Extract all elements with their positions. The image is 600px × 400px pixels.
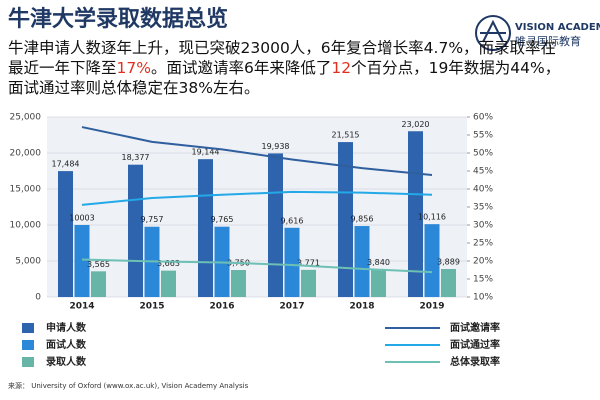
y-tick-label: 20,000 xyxy=(10,149,42,159)
bar-value-label: 9,616 xyxy=(281,216,304,225)
y2-tick-label: 30% xyxy=(473,221,493,231)
bar-value-label: 9,856 xyxy=(351,215,374,224)
source-note: 来源： University of Oxford (www.ox.ac.uk),… xyxy=(8,381,249,390)
legend-label: 录取人数 xyxy=(46,355,87,368)
x-tick-label: 2015 xyxy=(139,302,164,312)
logo: VISION ACADEMY 唯寻国际教育 xyxy=(475,15,600,51)
legend-label: 面试邀请率 xyxy=(450,321,500,334)
bar xyxy=(284,227,300,297)
logo-name: VISION ACADEMY xyxy=(515,22,600,33)
y2-tick-label: 50% xyxy=(473,149,493,159)
y2-tick-label: 20% xyxy=(473,257,493,267)
rate-line xyxy=(81,190,433,206)
paragraph-run: 个百分点，19年数据为44%，面试通过率则总体稳定在38%左右。 xyxy=(8,59,561,97)
y2-tick-label: 35% xyxy=(473,203,493,213)
y2-tick-label: 60% xyxy=(473,113,493,123)
bar-value-label: 19,144 xyxy=(192,148,220,157)
y2-tick-label: 40% xyxy=(473,185,493,195)
bar xyxy=(371,269,386,297)
bar-value-label: 3,889 xyxy=(437,257,460,266)
legend-label: 总体录取率 xyxy=(450,355,500,368)
bar xyxy=(58,171,73,297)
rate-line xyxy=(81,258,433,274)
y-tick-label: 0 xyxy=(35,293,41,303)
bar xyxy=(231,270,246,297)
bar xyxy=(424,224,440,297)
x-tick-label: 2019 xyxy=(419,302,444,312)
y-tick-label: 10,000 xyxy=(10,221,42,231)
bar xyxy=(268,153,283,297)
y2-tick-label: 25% xyxy=(473,239,493,249)
x-tick-label: 2014 xyxy=(69,302,94,312)
bar xyxy=(161,270,176,297)
bar xyxy=(301,269,316,297)
bar xyxy=(338,142,353,297)
logo-glyph xyxy=(480,19,506,43)
summary-paragraph: 牛津申请人数逐年上升，现已突破23000人，6年复合增长率4.7%，而录取率在最… xyxy=(8,38,568,98)
bar xyxy=(198,159,213,297)
bar-value-label: 10003 xyxy=(69,213,94,222)
bar xyxy=(128,164,143,297)
x-tick-label: 2017 xyxy=(279,302,304,312)
y2-tick-label: 55% xyxy=(473,131,493,141)
bar-value-label: 18,377 xyxy=(122,153,150,162)
y-tick-label: 15,000 xyxy=(10,185,42,195)
paragraph-run: 12 xyxy=(331,59,352,77)
bar-value-label: 9,757 xyxy=(141,215,164,224)
y2-tick-label: 15% xyxy=(473,275,493,285)
bar xyxy=(441,268,456,297)
bar-value-label: 9,765 xyxy=(211,215,234,224)
bar-value-label: 3,840 xyxy=(367,258,390,267)
legend-label: 申请人数 xyxy=(46,321,87,334)
rate-line xyxy=(81,126,433,176)
legend-swatch xyxy=(22,340,34,350)
paragraph-run: 。面试邀请率6年来降低了 xyxy=(150,59,332,77)
legend-swatch xyxy=(22,357,34,367)
plot-area xyxy=(47,117,467,297)
bar-value-label: 23,020 xyxy=(402,120,430,129)
paragraph-run: 17% xyxy=(116,59,151,77)
x-tick-label: 2018 xyxy=(349,302,374,312)
y-tick-label: 5,000 xyxy=(15,257,41,267)
logo-subtitle: 唯寻国际教育 xyxy=(515,34,581,48)
bar-value-label: 3,663 xyxy=(157,259,180,268)
bar-value-label: 17,484 xyxy=(52,160,80,169)
bar-value-label: 10,116 xyxy=(418,213,446,222)
bar-value-label: 19,938 xyxy=(262,142,290,151)
logo-icon xyxy=(475,15,511,51)
legend-label: 面试通过率 xyxy=(450,338,500,351)
y2-tick-label: 10% xyxy=(473,293,493,303)
y-tick-label: 25,000 xyxy=(10,113,42,123)
paragraph-run: 牛津申请人数逐年上升，现已突破23000人，6年复合增长率4.7%，而录取率在最… xyxy=(8,39,557,77)
bar xyxy=(354,226,370,297)
bar xyxy=(74,224,90,297)
bar xyxy=(91,271,106,297)
bar-value-label: 21,515 xyxy=(332,131,360,140)
bar-value-label: 3,771 xyxy=(297,258,320,267)
bar-value-label: 3,565 xyxy=(87,260,110,269)
legend-swatch xyxy=(22,323,34,333)
x-tick-label: 2016 xyxy=(209,302,234,312)
legend-label: 面试人数 xyxy=(46,338,87,351)
slide-title: 牛津大学录取数据总览 xyxy=(8,6,228,32)
y2-tick-label: 45% xyxy=(473,167,493,177)
